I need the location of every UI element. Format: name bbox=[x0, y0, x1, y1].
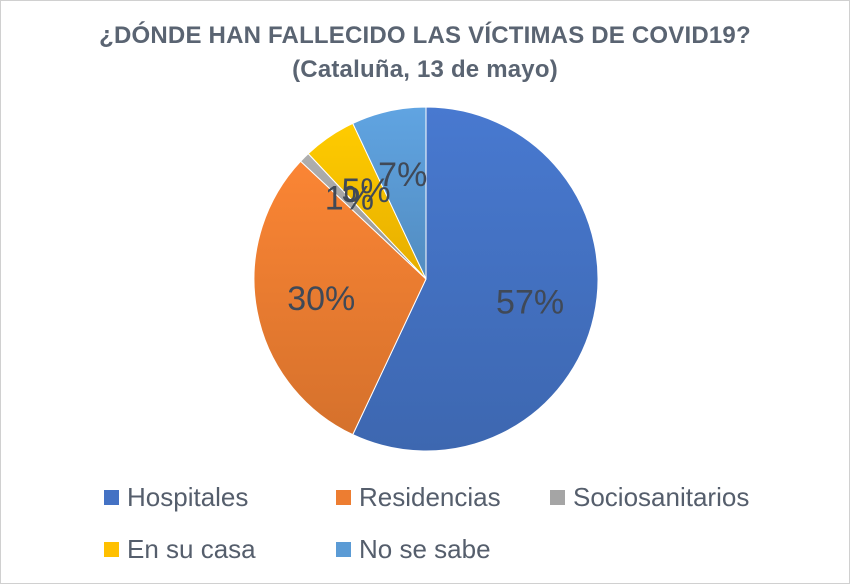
legend-swatch bbox=[104, 489, 119, 505]
chart-title-line-1: ¿DÓNDE HAN FALLECIDO LAS VÍCTIMAS DE COV… bbox=[99, 22, 751, 49]
pie-slice-no-se-sabe bbox=[352, 106, 427, 280]
legend-item-residencias: Residencias bbox=[336, 479, 501, 515]
legend-swatch bbox=[336, 541, 351, 557]
pie-labels: 57% 30% 1%5%7% bbox=[287, 156, 564, 321]
legend-label: Sociosanitarios bbox=[573, 481, 750, 512]
legend-label: Hospitales bbox=[127, 481, 249, 512]
legend-label: No se sabe bbox=[359, 533, 491, 564]
data-label-sociosanitarios: 1% bbox=[325, 179, 374, 217]
legend-swatch bbox=[550, 489, 565, 505]
pie-slice-hospitales bbox=[352, 106, 599, 452]
legend-label: En su casa bbox=[127, 533, 256, 564]
chart-subtitle: (Cataluña, 13 de mayo) bbox=[292, 56, 558, 83]
legend-item-en-su-casa: En su casa bbox=[104, 531, 256, 567]
chart-title: ¿DÓNDE HAN FALLECIDO LAS VÍCTIMAS DE COV… bbox=[1, 19, 849, 87]
legend-swatch bbox=[336, 489, 351, 505]
legend-label: Residencias bbox=[359, 481, 501, 512]
data-label-no-se-sabe: 7% bbox=[378, 156, 427, 194]
legend-swatch bbox=[104, 541, 119, 557]
legend-item-no-se-sabe: No se sabe bbox=[336, 531, 491, 567]
pie-slices bbox=[253, 106, 599, 452]
data-label-residencias: 30% bbox=[287, 280, 355, 318]
data-label-hospitales: 57% bbox=[496, 283, 564, 321]
pie-slice-residencias bbox=[253, 160, 427, 436]
data-label-en-su-casa: 5% bbox=[341, 172, 390, 210]
legend-item-sociosanitarios: Sociosanitarios bbox=[550, 479, 749, 515]
legend-item-hospitales: Hospitales bbox=[104, 479, 248, 515]
